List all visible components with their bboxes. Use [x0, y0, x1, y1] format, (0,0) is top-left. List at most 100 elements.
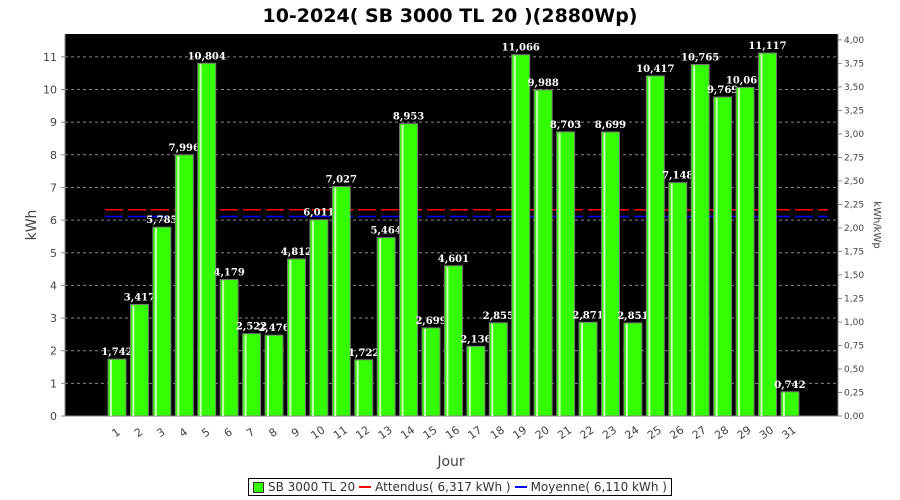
bar: [488, 322, 508, 417]
bar: [107, 358, 127, 417]
y-tick-label: 11: [43, 51, 57, 64]
data-label: 6,011: [303, 208, 334, 219]
data-label: 11,066: [502, 43, 540, 54]
legend-production: SB 3000 TL 20: [268, 480, 356, 494]
data-label: 10,765: [681, 53, 719, 64]
y-tick-label: 9: [50, 116, 57, 129]
bar: [443, 265, 463, 417]
bar: [533, 89, 553, 417]
bar-highlight: [581, 323, 584, 416]
bar-highlight: [110, 360, 112, 416]
x-axis-label: Jour: [436, 454, 465, 470]
x-tick-label: 19: [510, 423, 529, 442]
bar: [556, 131, 576, 417]
bar: [757, 52, 777, 417]
bar-highlight: [267, 336, 270, 416]
y-right-tick-label: 1,75: [844, 247, 864, 257]
y-right-tick-label: 1,00: [844, 318, 864, 328]
bar-highlight: [491, 323, 494, 416]
bar: [690, 64, 710, 417]
bar: [421, 327, 441, 417]
data-label: 2,851: [617, 311, 648, 322]
bar-highlight: [199, 64, 202, 416]
y-tick-label: 8: [50, 149, 57, 162]
x-tick-label: 20: [533, 423, 552, 442]
bar-highlight: [334, 187, 337, 416]
legend-swatch-production: [253, 481, 264, 493]
y-right-tick-label: 2,50: [844, 177, 864, 187]
y-right-tick-label: 1,25: [844, 294, 864, 304]
x-tick-label: 7: [244, 425, 257, 440]
bar-highlight: [154, 228, 157, 416]
x-tick-label: 9: [289, 425, 302, 440]
data-label: 10,066: [726, 75, 764, 86]
x-tick-label: 5: [199, 425, 212, 440]
data-label: 4,601: [438, 254, 469, 265]
y-tick-label: 0: [50, 410, 57, 423]
legend-expected: Attendus( 6,317 kWh ): [375, 480, 511, 494]
bar-highlight: [468, 347, 471, 416]
x-tick-label: 1: [110, 425, 123, 440]
bar: [645, 75, 665, 417]
y-axis-right-label: kWh/kWp: [871, 201, 882, 248]
y-tick-label: 4: [50, 279, 57, 292]
y-right-tick-label: 2,00: [844, 224, 864, 234]
bar-highlight: [558, 132, 561, 416]
legend-swatch-average: [514, 486, 527, 488]
x-tick-label: 30: [757, 423, 776, 442]
bar: [735, 86, 755, 417]
data-label: 9,769: [707, 85, 738, 96]
x-tick-label: 23: [600, 423, 619, 442]
legend: SB 3000 TL 20 Attendus( 6,317 kWh ) Moye…: [248, 478, 672, 496]
x-tick-label: 29: [735, 423, 754, 442]
y-right-tick-label: 3,50: [844, 83, 864, 93]
data-label: 8,703: [550, 120, 581, 131]
bar-highlight: [648, 76, 651, 416]
bar: [376, 237, 396, 417]
x-tick-label: 12: [353, 423, 372, 442]
y-right-tick-label: 0,50: [844, 365, 864, 375]
y-right-tick-label: 3,75: [844, 59, 864, 69]
data-label: 2,136: [460, 334, 491, 345]
bar: [264, 334, 284, 417]
chart-title: 10-2024( SB 3000 TL 20 )(2880Wp): [262, 5, 637, 27]
x-tick-label: 22: [578, 423, 597, 442]
legend-average: Moyenne( 6,110 kWh ): [530, 480, 667, 494]
bar: [623, 322, 643, 417]
bar: [152, 226, 172, 417]
data-label: 2,699: [415, 316, 446, 327]
data-label: 7,148: [662, 171, 693, 182]
bar-highlight: [715, 98, 718, 416]
bar-highlight: [379, 238, 382, 416]
x-tick-label: 15: [421, 423, 440, 442]
x-tick-label: 27: [690, 423, 709, 442]
bar-highlight: [132, 305, 135, 416]
y-right-tick-label: 0,00: [844, 412, 864, 422]
data-label: 1,722: [348, 348, 379, 359]
x-tick-label: 10: [309, 423, 328, 442]
bar-highlight: [603, 132, 606, 416]
data-label: 7,027: [326, 175, 357, 186]
bar-highlight: [760, 54, 763, 417]
bar-highlight: [693, 65, 696, 417]
bar: [354, 359, 374, 417]
y-tick-label: 5: [50, 247, 57, 260]
x-tick-label: 28: [712, 423, 731, 442]
data-label: 8,699: [595, 120, 626, 131]
bar-highlight: [311, 220, 314, 416]
y-right-tick-label: 3,00: [844, 130, 864, 140]
data-label: 5,464: [370, 226, 401, 237]
bar: [219, 279, 239, 417]
bar-highlight: [536, 90, 539, 417]
bar: [466, 345, 486, 417]
y-tick-label: 6: [50, 214, 57, 227]
y-right-tick-label: 2,75: [844, 153, 864, 163]
bar-highlight: [513, 55, 516, 416]
data-label: 4,812: [281, 247, 312, 258]
bar: [309, 219, 329, 417]
x-tick-label: 16: [443, 423, 462, 442]
y-tick-label: 7: [50, 181, 57, 194]
bar: [286, 258, 306, 417]
